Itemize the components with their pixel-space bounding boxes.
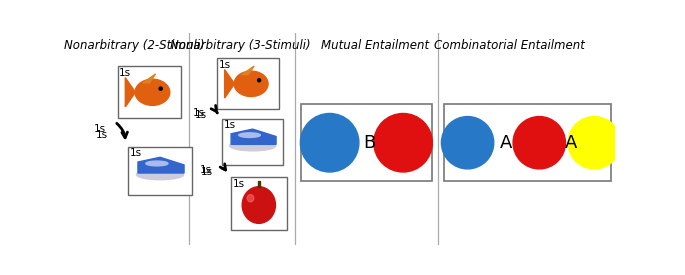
Bar	[445, 104, 611, 181]
Text: Nonarbitrary (2-Stimuli): Nonarbitrary (2-Stimuli)	[64, 39, 205, 52]
Polygon shape	[143, 74, 155, 83]
Text: B: B	[363, 134, 375, 152]
Polygon shape	[242, 66, 254, 75]
Bar	[231, 177, 286, 230]
Bar	[118, 66, 181, 119]
Text: 1s: 1s	[119, 68, 132, 78]
Text: 1s: 1s	[219, 60, 231, 70]
Circle shape	[374, 114, 432, 172]
Ellipse shape	[135, 79, 170, 105]
Polygon shape	[225, 70, 234, 98]
Text: 1s: 1s	[96, 130, 108, 140]
Text: 1s: 1s	[200, 164, 212, 175]
Circle shape	[568, 117, 621, 169]
Polygon shape	[125, 78, 136, 107]
Circle shape	[258, 79, 261, 82]
Bar	[301, 104, 432, 181]
Text: A: A	[500, 134, 512, 152]
Text: 1s: 1s	[94, 124, 106, 134]
Circle shape	[441, 117, 494, 169]
Circle shape	[159, 87, 162, 90]
Text: A: A	[564, 134, 577, 152]
Ellipse shape	[229, 141, 276, 151]
Ellipse shape	[239, 133, 260, 138]
Polygon shape	[231, 129, 276, 144]
Ellipse shape	[136, 169, 184, 180]
Ellipse shape	[247, 194, 254, 202]
Text: 1s: 1s	[192, 108, 205, 118]
Ellipse shape	[234, 71, 268, 97]
Ellipse shape	[242, 187, 275, 223]
Circle shape	[301, 114, 359, 172]
Ellipse shape	[146, 161, 168, 166]
Bar	[222, 119, 284, 165]
Circle shape	[513, 117, 565, 169]
Text: Nonarbitrary (3-Stimuli): Nonarbitrary (3-Stimuli)	[170, 39, 310, 52]
Text: 1s: 1s	[201, 167, 214, 177]
Polygon shape	[258, 182, 260, 187]
Text: 1s: 1s	[130, 148, 142, 158]
Polygon shape	[138, 157, 184, 173]
Bar	[217, 58, 279, 109]
Text: 1s: 1s	[223, 120, 236, 131]
Text: 1s: 1s	[233, 179, 245, 189]
Text: Combinatorial Entailment: Combinatorial Entailment	[434, 39, 585, 52]
Text: 1s: 1s	[195, 110, 206, 120]
Text: Mutual Entailment: Mutual Entailment	[321, 39, 429, 52]
Bar	[129, 147, 192, 194]
